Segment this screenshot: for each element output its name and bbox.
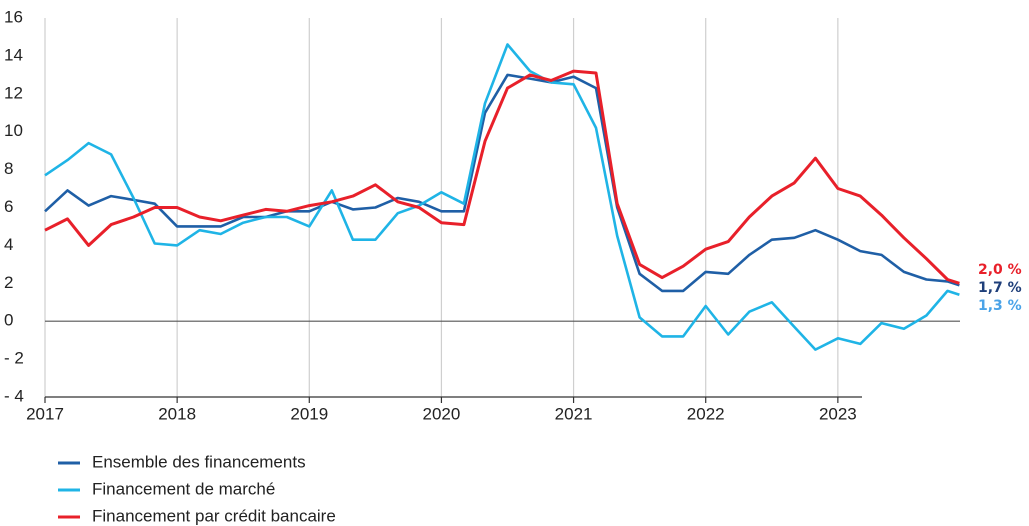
end-label: 1,3 %	[978, 298, 1022, 314]
y-tick-label: 10	[4, 121, 23, 140]
x-tick-label: 2022	[687, 404, 725, 423]
y-tick-label: 2	[4, 273, 13, 292]
legend-label: Financement par crédit bancaire	[92, 506, 336, 525]
x-tick-label: 2017	[26, 404, 64, 423]
y-tick-label: 8	[4, 159, 13, 178]
x-tick-label: 2023	[819, 404, 857, 423]
end-label: 2,0 %	[978, 262, 1022, 278]
end-label: 1,7 %	[978, 280, 1022, 296]
y-tick-label: 0	[4, 311, 13, 330]
y-tick-label: 16	[4, 7, 23, 26]
legend-label: Ensemble des financements	[92, 452, 306, 471]
y-tick-label: 4	[4, 235, 13, 254]
series-line	[44, 69, 960, 285]
x-tick-label: 2021	[555, 404, 593, 423]
y-tick-label: - 2	[4, 349, 24, 368]
y-tick-label: - 4	[4, 386, 24, 405]
legend-label: Financement de marché	[92, 479, 275, 498]
y-tick-label: 6	[4, 197, 13, 216]
x-tick-label: 2020	[423, 404, 461, 423]
x-tick-label: 2018	[158, 404, 196, 423]
y-tick-label: 12	[4, 83, 23, 102]
y-tick-label: 14	[4, 45, 23, 64]
series-line	[44, 73, 960, 293]
series-line	[44, 43, 960, 351]
x-tick-label: 2019	[290, 404, 328, 423]
